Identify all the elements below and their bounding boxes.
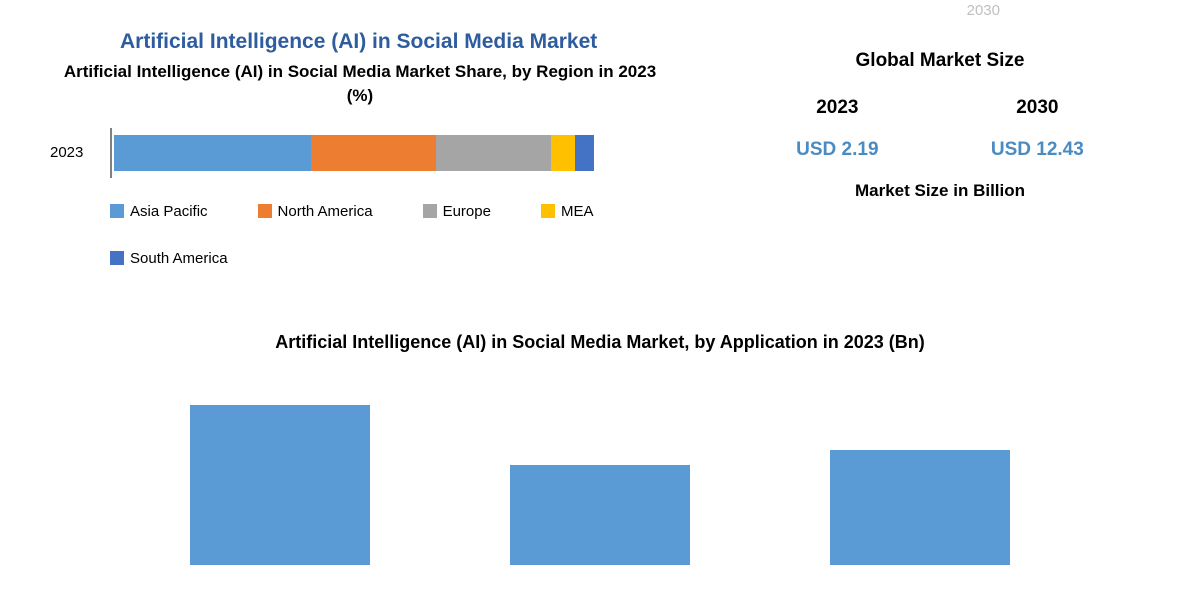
market-value-2023: 2023 USD 2.19 — [796, 97, 878, 161]
market-size-section: Global Market Size 2023 USD 2.19 2030 US… — [740, 50, 1140, 201]
application-bar-2 — [830, 450, 1010, 565]
legend-label: North America — [278, 203, 373, 220]
faded-year-right: 2030 — [967, 2, 1000, 19]
application-bars-container — [0, 385, 1200, 565]
legend-label: Europe — [443, 203, 491, 220]
legend-swatch — [423, 204, 437, 218]
main-chart-title: Artificial Intelligence (AI) in Social M… — [120, 30, 597, 54]
application-chart-title: Artificial Intelligence (AI) in Social M… — [0, 330, 1200, 355]
share-chart-title: Artificial Intelligence (AI) in Social M… — [50, 60, 670, 108]
year-header-2023: 2023 — [796, 97, 878, 119]
value-amount-2023: USD 2.19 — [796, 139, 878, 161]
legend-label: South America — [130, 250, 228, 267]
legend-label: Asia Pacific — [130, 203, 208, 220]
segment-europe — [436, 135, 551, 171]
application-section: Artificial Intelligence (AI) in Social M… — [0, 330, 1200, 565]
segment-mea — [551, 135, 575, 171]
stacked-bar — [114, 135, 594, 171]
legend-item-north-america: North America — [258, 203, 373, 220]
market-values-row: 2023 USD 2.19 2030 USD 12.43 — [740, 97, 1140, 161]
application-bar-1 — [510, 465, 690, 565]
year-header-2030: 2030 — [991, 97, 1084, 119]
segment-south-america — [575, 135, 594, 171]
y-axis-line — [110, 128, 112, 178]
segment-north-america — [311, 135, 436, 171]
legend-item-europe: Europe — [423, 203, 491, 220]
stacked-bar-year-label: 2023 — [50, 144, 110, 161]
region-legend: Asia Pacific North America Europe MEA South … — [110, 203, 670, 267]
legend-swatch — [541, 204, 555, 218]
legend-swatch — [110, 251, 124, 265]
market-size-subtitle: Market Size in Billion — [740, 181, 1140, 201]
legend-item-mea: MEA — [541, 203, 594, 220]
legend-swatch — [110, 204, 124, 218]
segment-asia-pacific — [114, 135, 311, 171]
legend-swatch — [258, 204, 272, 218]
market-value-2030: 2030 USD 12.43 — [991, 97, 1084, 161]
stacked-bar-container: 2023 — [50, 128, 670, 178]
market-size-title: Global Market Size — [740, 50, 1140, 72]
region-share-section: Artificial Intelligence (AI) in Social M… — [50, 60, 670, 267]
legend-item-south-america: South America — [110, 250, 228, 267]
legend-item-asia-pacific: Asia Pacific — [110, 203, 208, 220]
application-bar-0 — [190, 405, 370, 565]
legend-label: MEA — [561, 203, 594, 220]
value-amount-2030: USD 12.43 — [991, 139, 1084, 161]
